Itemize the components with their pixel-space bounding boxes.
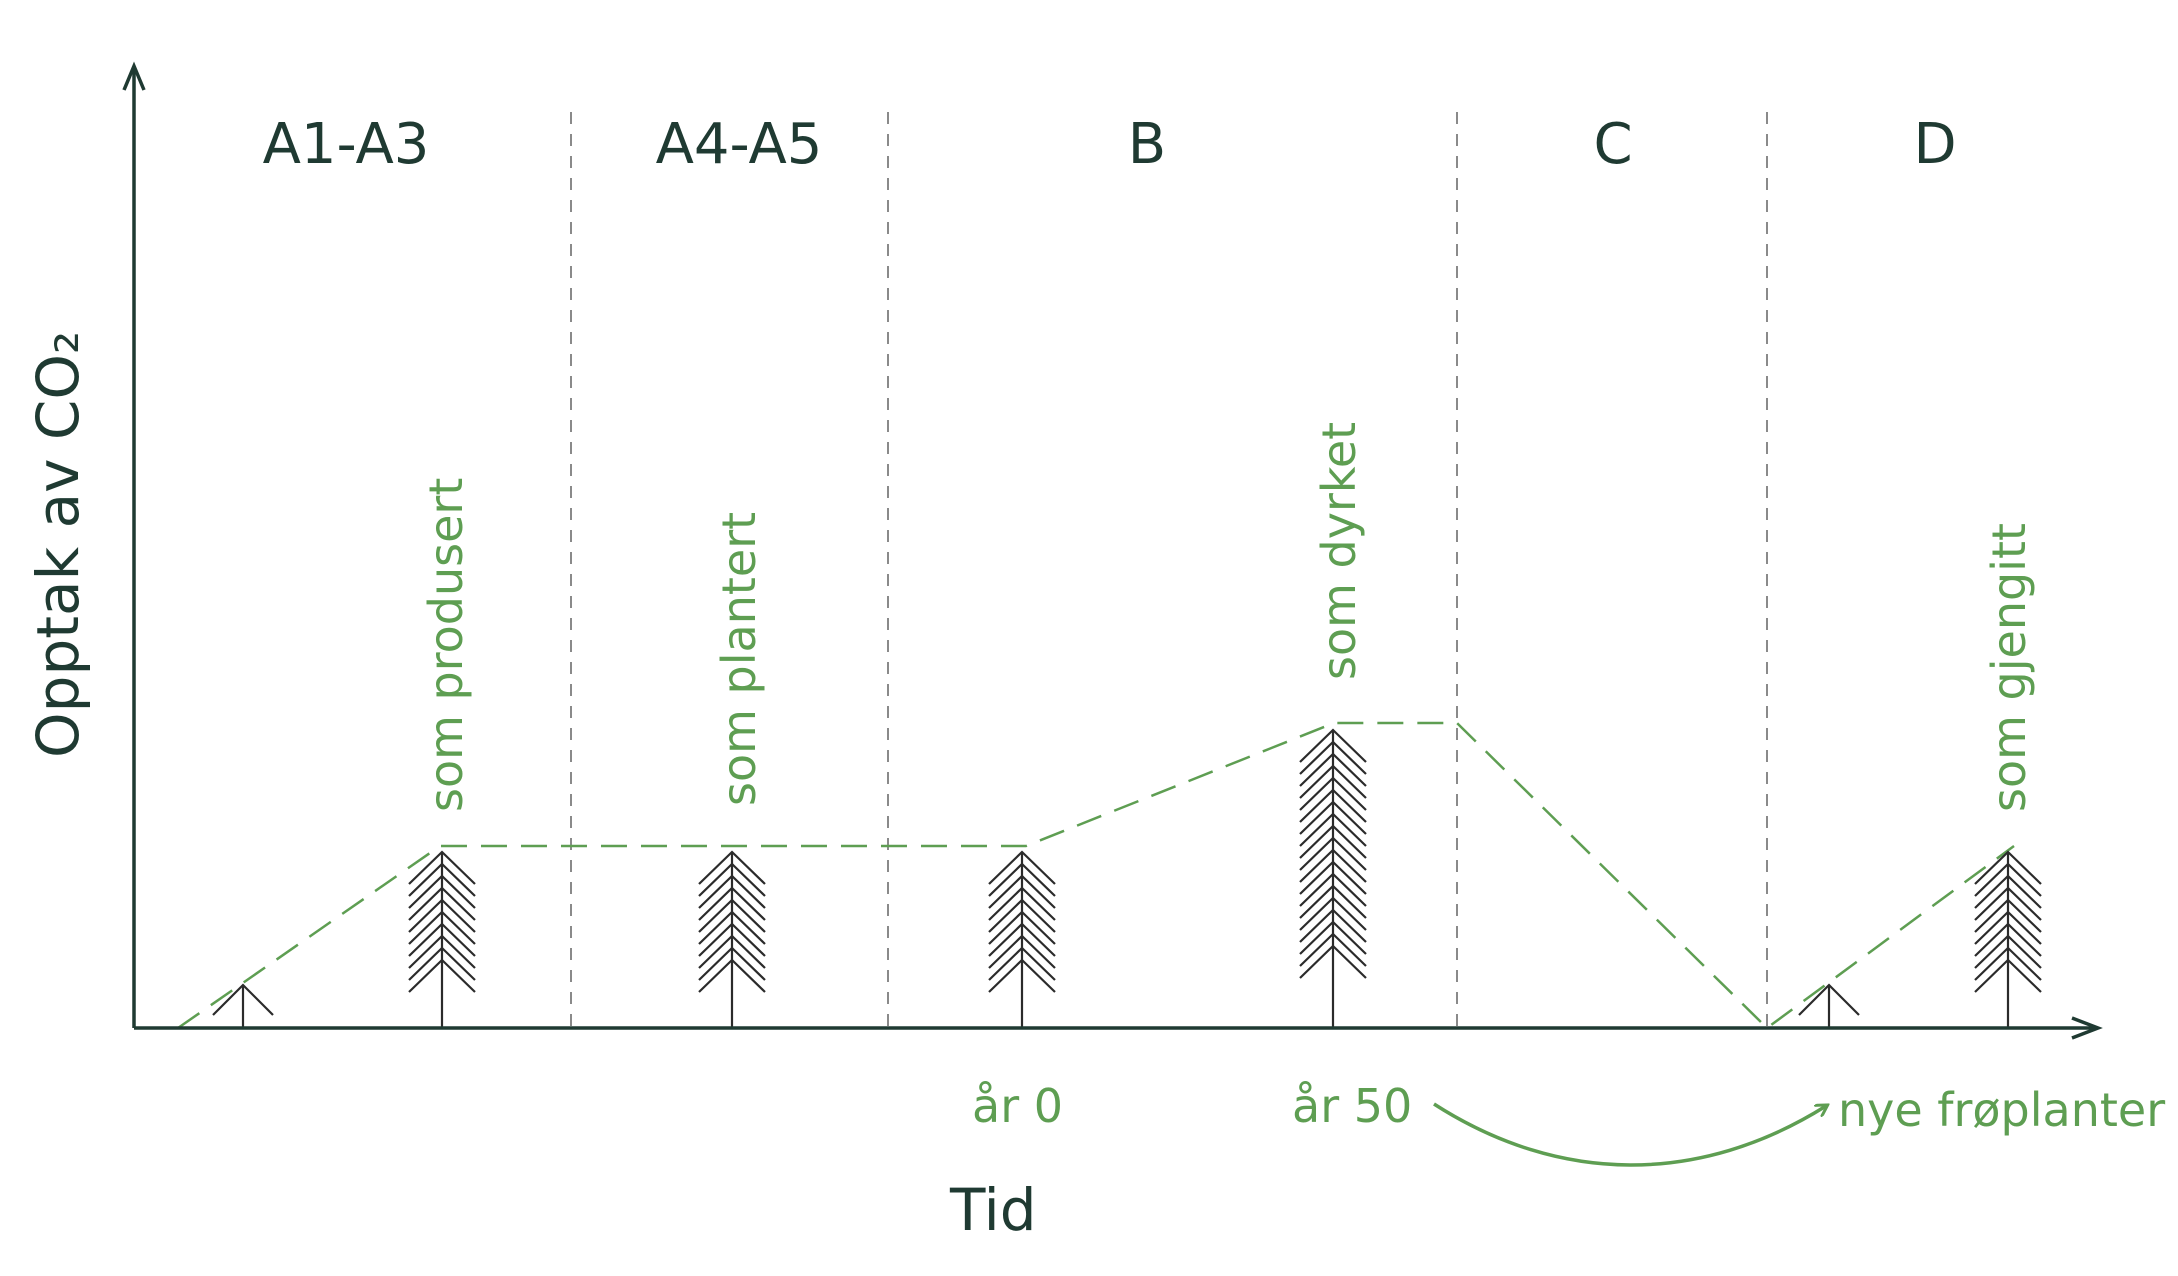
label-som-plantert: som plantert xyxy=(712,512,766,806)
phase-label-a4-a5: A4-A5 xyxy=(656,112,823,177)
phase-labels: A1-A3 A4-A5 B C D xyxy=(263,112,1957,177)
stage-labels: som produsert som plantert som dyrket so… xyxy=(419,422,2036,812)
y-axis-title: Opptak av CO₂ xyxy=(24,331,92,758)
phase-label-b: B xyxy=(1128,112,1166,177)
label-year-50: år 50 xyxy=(1292,1079,1412,1133)
tree-icon-regrown xyxy=(1974,850,2042,1028)
tree-icon-planted xyxy=(698,850,766,1028)
label-year-0: år 0 xyxy=(972,1079,1063,1133)
phase-label-c: C xyxy=(1593,112,1632,177)
seedling-icon-a1 xyxy=(212,983,274,1028)
phase-label-d: D xyxy=(1913,112,1956,177)
label-som-dyrket: som dyrket xyxy=(1312,422,1366,680)
y-axis-arrow-icon xyxy=(122,61,146,91)
label-som-produsert: som produsert xyxy=(419,478,473,812)
label-new-seedlings: nye frøplanter xyxy=(1838,1083,2165,1137)
x-axis-arrow-icon xyxy=(2071,1016,2103,1040)
tree-icon-produced xyxy=(408,850,476,1028)
seedling-icon-d xyxy=(1798,983,1860,1028)
tree-icon-year0 xyxy=(988,850,1056,1028)
x-axis-title: Tid xyxy=(949,1176,1037,1244)
phase-label-a1-a3: A1-A3 xyxy=(263,112,430,177)
tree-icons xyxy=(212,728,2042,1028)
label-som-gjengitt: som gjengitt xyxy=(1982,523,2036,812)
axes xyxy=(122,61,2103,1040)
tree-icon-year50 xyxy=(1299,728,1367,1028)
new-seedlings-arrow-icon xyxy=(1433,1102,1826,1167)
